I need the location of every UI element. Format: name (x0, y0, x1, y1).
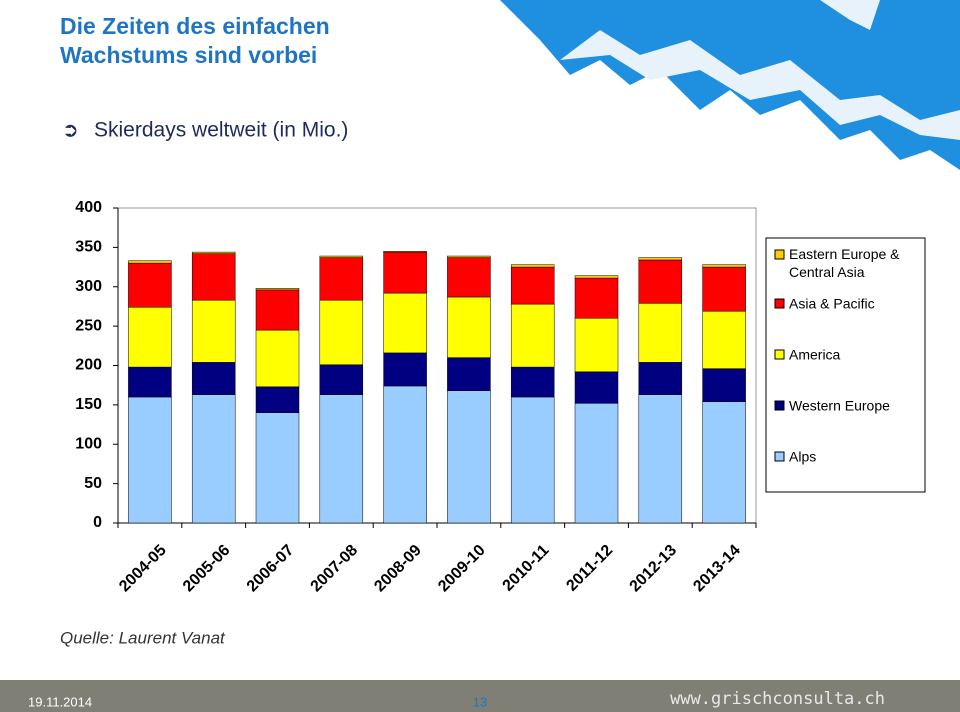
legend-label: Asia & Pacific (789, 296, 875, 312)
y-tick-label: 200 (75, 357, 102, 374)
bar-segment (638, 362, 683, 395)
y-tick-label: 300 (75, 278, 102, 295)
bar-segment (638, 259, 683, 304)
y-tick-label: 50 (84, 475, 102, 492)
bar-segment (383, 385, 427, 524)
bar-segment (447, 257, 491, 298)
bar-segment (319, 255, 364, 258)
bar-segment (319, 257, 364, 301)
legend-label: Eastern Europe & Central Asia (789, 246, 900, 280)
footer-bar (0, 680, 960, 712)
bar-segment (255, 412, 300, 524)
bar-segment (574, 403, 619, 524)
bar-segment (702, 310, 746, 369)
chart-title: Skierdays weltweit (in Mio.) (94, 119, 348, 142)
y-tick-label: 250 (75, 317, 102, 334)
footer-website: www.grischconsulta.ch (670, 689, 885, 709)
bar-segment (191, 362, 236, 395)
legend-swatch (774, 451, 785, 462)
bar-segment (383, 251, 427, 253)
bar-segment (638, 394, 683, 524)
bar-segment (255, 289, 300, 331)
bar-segment (255, 386, 300, 414)
legend-swatch (774, 249, 785, 260)
bar-segment (510, 366, 555, 398)
bar-segment (383, 292, 427, 354)
bar-segment (574, 371, 619, 404)
bar-segment (447, 357, 491, 391)
legend-label: America (789, 347, 841, 363)
legend-label: Western Europe (789, 398, 890, 414)
bar-segment (128, 262, 172, 308)
bar-segment (574, 275, 619, 279)
page-number: 13 (473, 694, 487, 709)
bar-segment (319, 364, 364, 395)
bar-segment (702, 264, 746, 268)
bar-segment (319, 299, 364, 365)
bar-segment (128, 260, 172, 264)
bar-segment (191, 394, 236, 524)
bar-segment (638, 257, 683, 261)
bar-segment (191, 253, 236, 301)
bullet-icon: ➲ (62, 119, 79, 141)
bar-segment (447, 390, 491, 524)
y-tick-label: 350 (75, 239, 102, 256)
bar-segment (574, 318, 619, 373)
bar-segment (510, 303, 555, 368)
bar-segment (319, 394, 364, 524)
slide-title: Die Zeiten des einfachen (60, 13, 330, 39)
bar-segment (128, 366, 172, 398)
legend-label: Alps (789, 449, 816, 465)
y-tick-label: 150 (75, 396, 102, 413)
bar-segment (574, 277, 619, 319)
bar-segment (383, 352, 427, 387)
y-tick-label: 0 (93, 514, 102, 531)
bar-segment (191, 251, 236, 254)
legend (765, 237, 926, 493)
bar-segment (191, 299, 236, 363)
source: Quelle: Laurent Vanat (60, 628, 226, 647)
bar-segment (128, 396, 172, 524)
bar-segment (447, 296, 491, 358)
bar-segment (638, 303, 683, 363)
bar-segment (702, 368, 746, 402)
bar-segment (510, 264, 555, 268)
bar-segment (702, 266, 746, 312)
bar-segment (255, 329, 300, 388)
bar-segment (128, 306, 172, 368)
slide-title: Wachstums sind vorbei (60, 42, 317, 68)
bar-segment (702, 401, 746, 524)
y-tick-label: 400 (75, 199, 102, 216)
bar-segment (383, 251, 427, 294)
bar-segment (255, 288, 300, 291)
mountain-decoration (500, 0, 960, 170)
legend-swatch (774, 349, 785, 360)
bar-segment (510, 396, 555, 524)
footer-date: 19.11.2014 (28, 694, 92, 709)
y-tick-label: 100 (75, 435, 102, 452)
legend-swatch (774, 298, 785, 309)
bar-segment (447, 255, 491, 258)
legend-swatch (774, 400, 785, 411)
bar-segment (510, 266, 555, 305)
